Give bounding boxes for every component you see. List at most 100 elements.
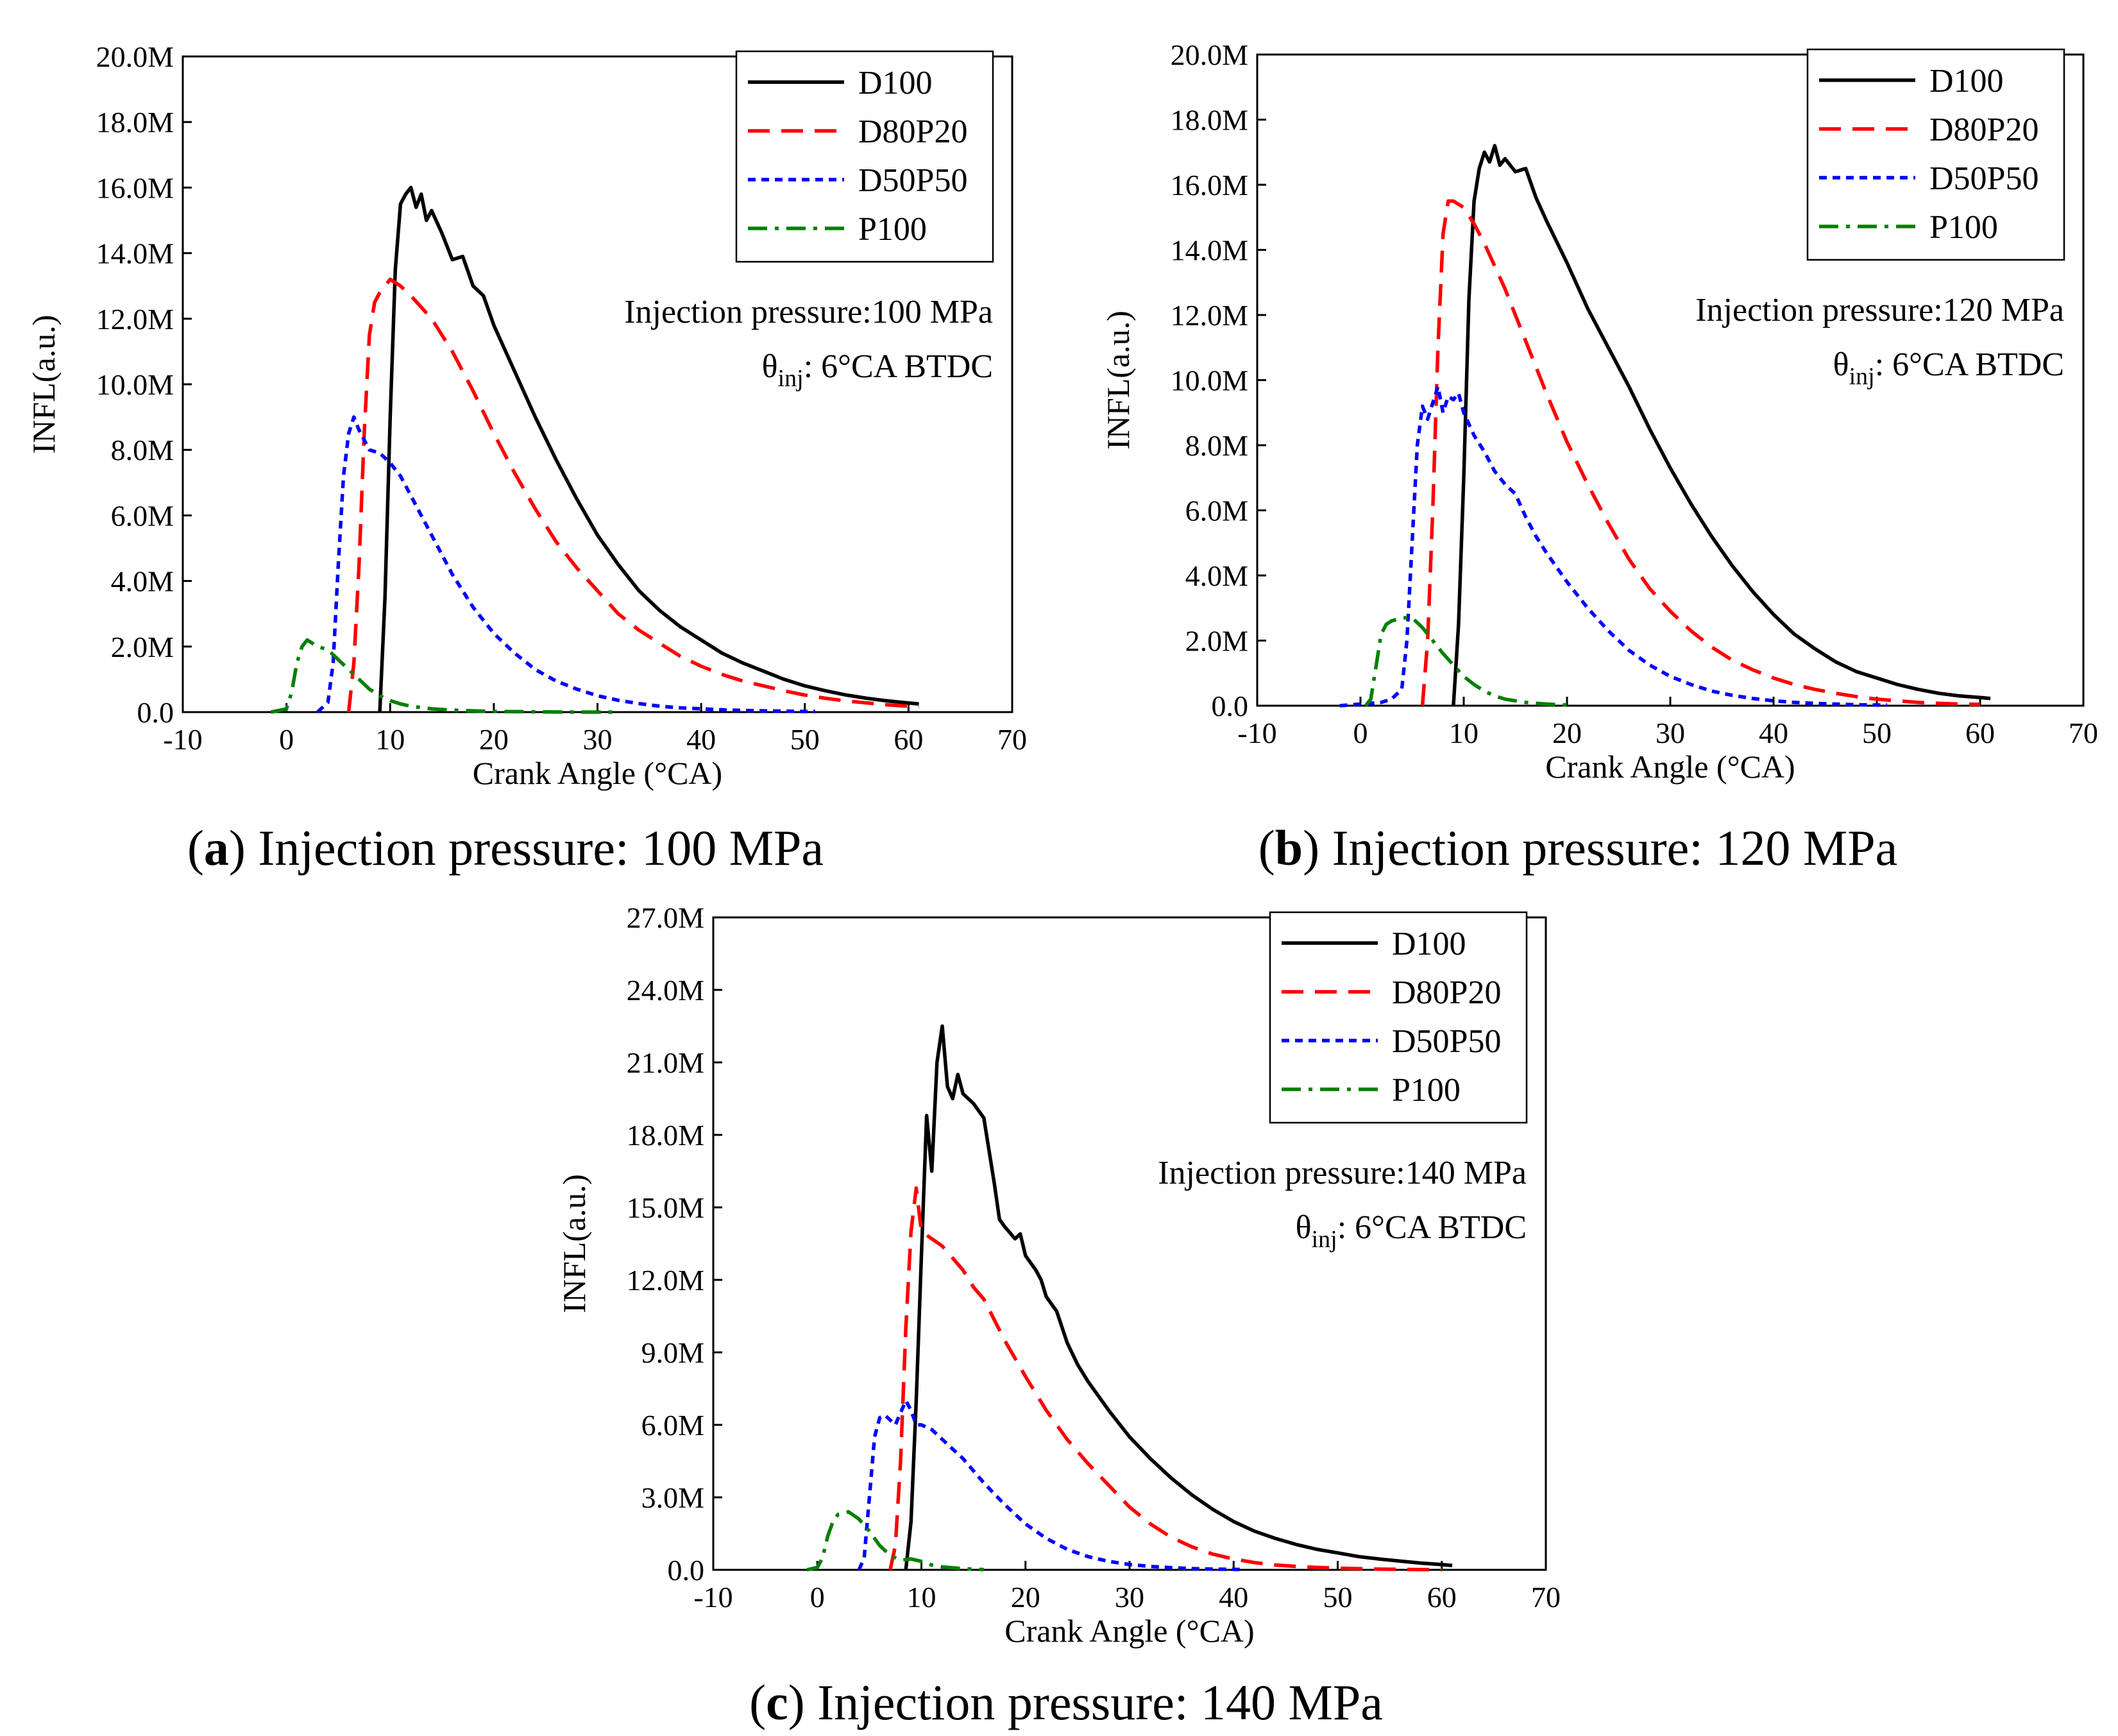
y-tick-label: 3.0M bbox=[641, 1481, 704, 1514]
series-line-p100 bbox=[1364, 616, 1568, 707]
x-tick-label: 30 bbox=[583, 723, 613, 756]
legend-label-p100: P100 bbox=[1929, 209, 1998, 246]
x-axis-label: Crank Angle (°CA) bbox=[473, 755, 722, 791]
y-axis-label: INFL(a.u.) bbox=[26, 315, 62, 454]
chart-panel-c: -10 0 10 20 30 40 50 60 70 0.0 3.0M 6.0M 9.0M 12.0M 15… bbox=[556, 901, 1561, 1730]
legend-label-d80p20: D80P20 bbox=[1929, 112, 2038, 148]
series-line-d100 bbox=[378, 185, 919, 713]
y-axis-label: INFL(a.u.) bbox=[1100, 311, 1136, 450]
y-tick-label: 16.0M bbox=[1171, 169, 1248, 201]
series-line-p100 bbox=[270, 638, 618, 714]
y-tick-label: 8.0M bbox=[1185, 429, 1248, 462]
legend-box bbox=[1269, 911, 1528, 1124]
x-tick-label: 50 bbox=[1323, 1581, 1353, 1613]
series-line-p100 bbox=[806, 1510, 984, 1572]
y-tick-label: 8.0M bbox=[111, 434, 174, 466]
series-line-d80p20 bbox=[1420, 199, 1981, 706]
x-tick-label: 30 bbox=[1656, 717, 1685, 749]
x-tick-label: 60 bbox=[894, 723, 923, 756]
y-tick-label: 12.0M bbox=[96, 303, 174, 336]
legend-label-d100: D100 bbox=[1929, 63, 2004, 99]
y-tick-label: 20.0M bbox=[96, 40, 174, 73]
panel-caption: (c) Injection pressure: 140 MPa bbox=[749, 1674, 1383, 1730]
annotation-pressure: Injection pressure:140 MPa bbox=[1158, 1155, 1527, 1191]
legend-label-p100: P100 bbox=[1392, 1072, 1461, 1109]
x-axis-label: Crank Angle (°CA) bbox=[1545, 749, 1795, 785]
x-tick-label: 50 bbox=[790, 723, 820, 756]
series-line-d50p50 bbox=[1339, 384, 1888, 708]
annotation-injection-timing: θinj: 6°CA BTDC bbox=[1833, 346, 2064, 390]
x-tick-label: 70 bbox=[2069, 717, 2098, 749]
series-line-d50p50 bbox=[316, 415, 815, 713]
series-line-d100 bbox=[1452, 144, 1991, 706]
legend-label-p100: P100 bbox=[858, 211, 927, 248]
y-tick-label: 18.0M bbox=[1171, 104, 1248, 137]
legend-box bbox=[735, 50, 994, 263]
panel-caption: (b) Injection pressure: 120 MPa bbox=[1258, 820, 1898, 876]
x-tick-label: 10 bbox=[1449, 717, 1478, 749]
x-tick-label: 40 bbox=[1219, 1581, 1248, 1613]
y-tick-label: 18.0M bbox=[627, 1119, 704, 1152]
x-tick-label: 0 bbox=[810, 1581, 825, 1613]
legend-label-d80p20: D80P20 bbox=[1392, 974, 1501, 1011]
legend-label-d80p20: D80P20 bbox=[858, 114, 967, 150]
x-tick-label: 60 bbox=[1965, 717, 1995, 749]
y-tick-label: 9.0M bbox=[641, 1336, 704, 1369]
y-tick-label: 12.0M bbox=[1171, 299, 1248, 332]
series-line-d100 bbox=[904, 1024, 1453, 1570]
y-tick-label: 6.0M bbox=[111, 499, 174, 532]
y-tick-label: 15.0M bbox=[627, 1191, 704, 1224]
y-tick-label: 2.0M bbox=[1185, 625, 1248, 658]
annotation-injection-timing: θinj: 6°CA BTDC bbox=[1296, 1209, 1527, 1253]
y-tick-label: 4.0M bbox=[1185, 559, 1248, 592]
y-tick-label: 20.0M bbox=[1171, 38, 1248, 71]
annotation-pressure: Injection pressure:120 MPa bbox=[1695, 292, 2064, 328]
legend-label-d50p50: D50P50 bbox=[858, 162, 967, 199]
x-tick-label: 20 bbox=[1552, 717, 1582, 749]
x-tick-label: 70 bbox=[997, 723, 1027, 756]
series-line-d80p20 bbox=[888, 1186, 1442, 1572]
y-tick-label: 21.0M bbox=[627, 1046, 704, 1079]
annotation-injection-timing: θinj: 6°CA BTDC bbox=[762, 348, 993, 392]
x-tick-label: 50 bbox=[1862, 717, 1892, 749]
chart-panel-b: -10 0 10 20 30 40 50 60 70 0.0 2.0M 4.0M 6.0M 8.0M 10.… bbox=[1100, 38, 2098, 876]
x-tick-label: -10 bbox=[693, 1581, 733, 1613]
x-tick-label: 0 bbox=[1353, 717, 1368, 749]
y-tick-label: 14.0M bbox=[1171, 234, 1248, 267]
y-tick-label: 12.0M bbox=[627, 1264, 704, 1297]
x-tick-label: 10 bbox=[375, 723, 405, 756]
x-tick-label: 40 bbox=[1759, 717, 1788, 749]
x-tick-label: 10 bbox=[907, 1581, 936, 1613]
legend-label-d100: D100 bbox=[858, 65, 933, 101]
y-tick-label: 18.0M bbox=[96, 106, 174, 139]
y-tick-label: 2.0M bbox=[111, 631, 174, 663]
y-tick-label: 6.0M bbox=[641, 1409, 704, 1442]
y-tick-label: 24.0M bbox=[627, 974, 704, 1007]
y-tick-label: 0.0 bbox=[668, 1554, 705, 1587]
x-tick-label: 0 bbox=[279, 723, 294, 756]
x-tick-label: 20 bbox=[1011, 1581, 1040, 1613]
y-tick-label: 6.0M bbox=[1185, 495, 1248, 527]
panel-caption: (a) Injection pressure: 100 MPa bbox=[187, 820, 824, 876]
y-tick-label: 14.0M bbox=[96, 237, 174, 270]
legend-label-d50p50: D50P50 bbox=[1929, 160, 2038, 197]
x-tick-label: 30 bbox=[1115, 1581, 1144, 1613]
y-axis-label: INFL(a.u.) bbox=[556, 1174, 592, 1313]
y-tick-label: 27.0M bbox=[627, 901, 704, 934]
y-tick-label: 4.0M bbox=[111, 565, 174, 598]
legend-box bbox=[1806, 48, 2065, 261]
annotation-pressure: Injection pressure:100 MPa bbox=[624, 294, 993, 330]
x-tick-label: -10 bbox=[163, 723, 202, 756]
y-tick-label: 10.0M bbox=[96, 368, 174, 401]
legend-label-d100: D100 bbox=[1392, 926, 1466, 962]
x-tick-label: 40 bbox=[686, 723, 716, 756]
legend-label-d50p50: D50P50 bbox=[1392, 1023, 1501, 1060]
x-tick-label: 60 bbox=[1427, 1581, 1457, 1613]
series-line-d80p20 bbox=[346, 277, 919, 713]
x-tick-label: -10 bbox=[1237, 717, 1276, 749]
y-tick-label: 16.0M bbox=[96, 171, 174, 204]
x-tick-label: 20 bbox=[479, 723, 509, 756]
y-tick-label: 0.0 bbox=[1212, 690, 1249, 722]
y-tick-label: 10.0M bbox=[1171, 364, 1248, 397]
